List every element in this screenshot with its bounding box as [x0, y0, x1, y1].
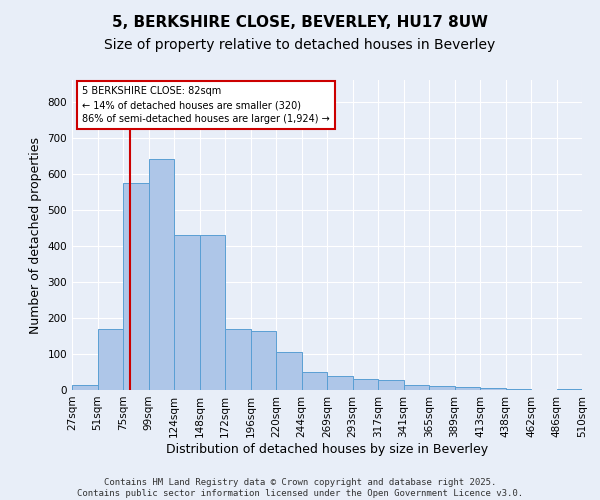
Bar: [174, 235, 199, 390]
Bar: [276, 352, 302, 390]
Bar: [302, 372, 327, 390]
Bar: [429, 386, 455, 390]
Text: Size of property relative to detached houses in Beverley: Size of property relative to detached ho…: [104, 38, 496, 52]
X-axis label: Distribution of detached houses by size in Beverley: Distribution of detached houses by size …: [166, 442, 488, 456]
Bar: [378, 380, 404, 390]
Bar: [404, 386, 429, 390]
Bar: [505, 389, 531, 390]
Bar: [225, 328, 251, 390]
Bar: [97, 328, 123, 390]
Bar: [199, 235, 225, 390]
Bar: [149, 160, 174, 390]
Bar: [455, 387, 480, 390]
Bar: [480, 388, 505, 390]
Bar: [353, 379, 378, 390]
Bar: [72, 384, 97, 390]
Bar: [251, 330, 276, 390]
Text: 5 BERKSHIRE CLOSE: 82sqm
← 14% of detached houses are smaller (320)
86% of semi-: 5 BERKSHIRE CLOSE: 82sqm ← 14% of detach…: [82, 86, 330, 124]
Bar: [123, 182, 149, 390]
Text: 5, BERKSHIRE CLOSE, BEVERLEY, HU17 8UW: 5, BERKSHIRE CLOSE, BEVERLEY, HU17 8UW: [112, 15, 488, 30]
Y-axis label: Number of detached properties: Number of detached properties: [29, 136, 42, 334]
Bar: [327, 376, 353, 390]
Text: Contains HM Land Registry data © Crown copyright and database right 2025.
Contai: Contains HM Land Registry data © Crown c…: [77, 478, 523, 498]
